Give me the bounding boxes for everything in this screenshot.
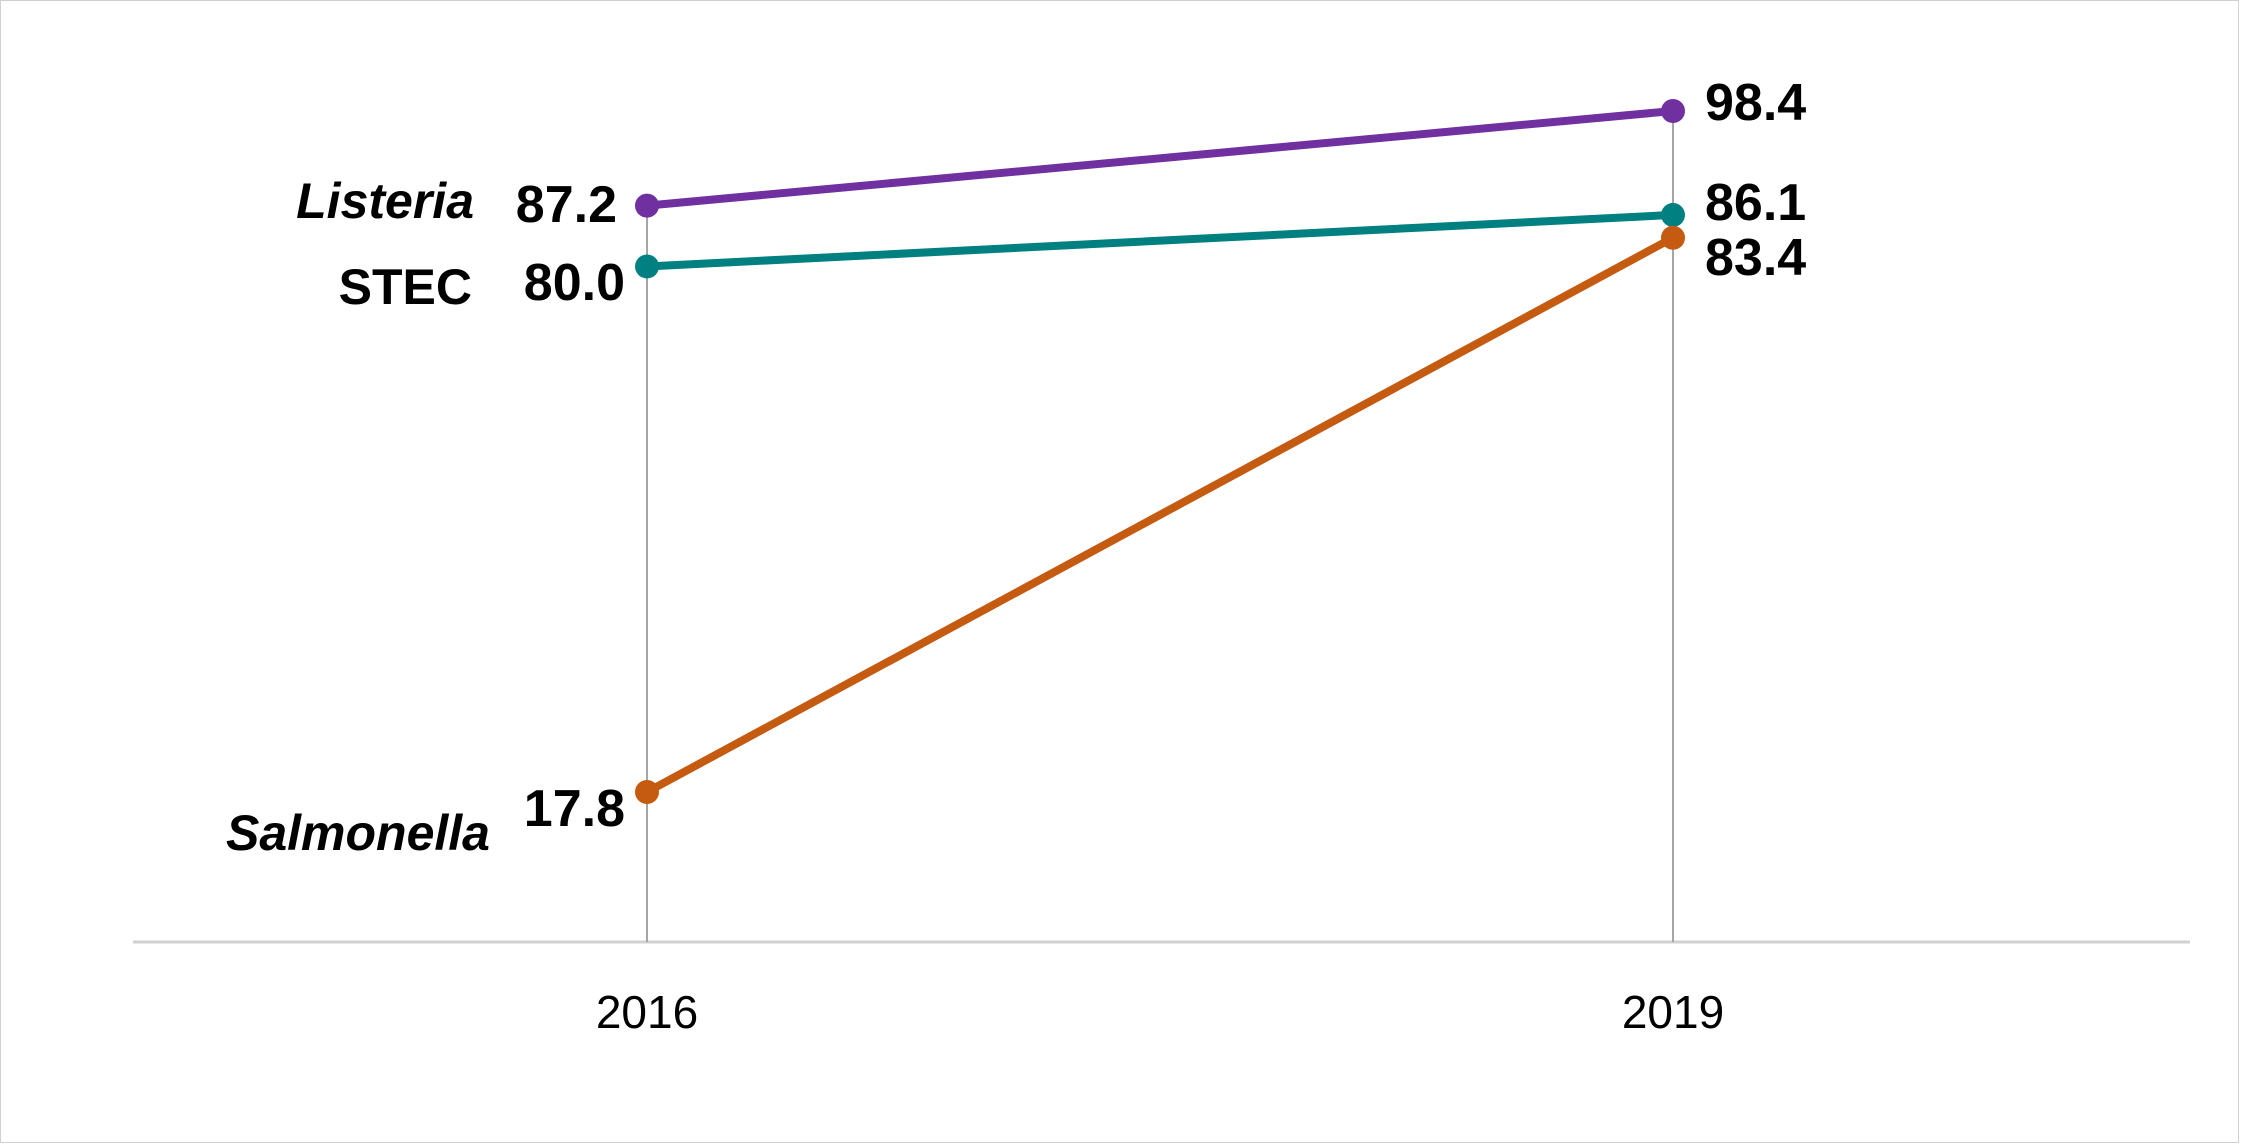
marker-stec-2019 <box>1661 202 1685 227</box>
series-line-salmonella <box>643 233 1677 796</box>
data-label-salmonella-2016: 17.8 <box>524 780 625 838</box>
data-labels: 87.2 98.4 80.0 86.1 17.8 83.4 <box>516 74 1807 838</box>
data-label-stec-2019: 86.1 <box>1705 174 1806 232</box>
series-lines <box>643 107 1677 796</box>
data-label-stec-2016: 80.0 <box>524 254 625 312</box>
marker-listeria-2019 <box>1661 99 1685 123</box>
data-label-salmonella-2019: 83.4 <box>1705 229 1806 287</box>
series-line-stec <box>643 210 1677 271</box>
x-axis-ticks: 2016 2019 <box>596 986 1724 1038</box>
series-line-listeria <box>643 107 1677 210</box>
series-label-salmonella: Salmonella <box>226 805 490 861</box>
marker-listeria-2016 <box>635 193 659 218</box>
category-lines <box>646 111 1674 942</box>
marker-stec-2016 <box>635 254 659 279</box>
series-label-stec: STEC <box>339 259 472 315</box>
series-label-listeria: Listeria <box>296 173 474 229</box>
x-tick-label-2019: 2019 <box>1622 986 1724 1038</box>
marker-salmonella-2019 <box>1661 225 1685 250</box>
series-markers <box>635 99 1685 804</box>
data-label-listeria-2016: 87.2 <box>516 176 617 234</box>
marker-salmonella-2016 <box>635 780 659 804</box>
x-tick-label-2016: 2016 <box>596 986 698 1038</box>
data-label-listeria-2019: 98.4 <box>1705 74 1806 132</box>
series-labels: Listeria STEC Salmonella <box>226 173 490 861</box>
